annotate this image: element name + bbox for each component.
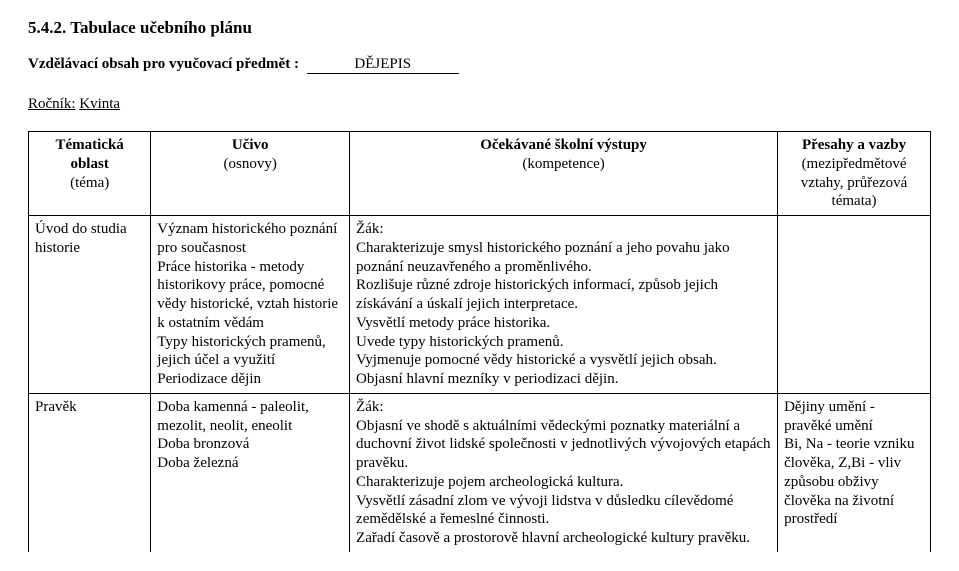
section-heading: 5.4.2. Tabulace učebního plánu	[28, 18, 931, 38]
subject-name: DĚJEPIS	[307, 56, 459, 74]
intro-line: Vzdělávací obsah pro vyučovací předmět :…	[28, 56, 931, 74]
cell-presah: Dějiny umění - pravěké umění Bi, Na - te…	[778, 393, 931, 552]
header-ucivo-bold: Učivo	[157, 136, 343, 155]
header-vystup-sub: (kompetence)	[356, 155, 771, 174]
header-vystup: Očekávané školní výstupy (kompetence)	[350, 132, 778, 216]
header-vystup-bold: Očekávané školní výstupy	[356, 136, 771, 155]
header-ucivo: Učivo (osnovy)	[151, 132, 350, 216]
cell-ucivo: Doba kamenná - paleolit, mezolit, neolit…	[151, 393, 350, 552]
header-presah-sub: (mezipředmětové vztahy, průřezová témata…	[784, 155, 924, 211]
cell-presah	[778, 216, 931, 394]
table-row: Pravěk Doba kamenná - paleolit, mezolit,…	[29, 393, 931, 552]
page: 5.4.2. Tabulace učebního plánu Vzdělávac…	[0, 0, 959, 562]
cell-tema: Pravěk	[29, 393, 151, 552]
header-tema-sub: (téma)	[35, 174, 144, 193]
header-presah-bold: Přesahy a vazby	[784, 136, 924, 155]
header-tema-bold: Tématická oblast	[35, 136, 144, 174]
table-header-row: Tématická oblast (téma) Učivo (osnovy) O…	[29, 132, 931, 216]
header-tema: Tématická oblast (téma)	[29, 132, 151, 216]
curriculum-table: Tématická oblast (téma) Učivo (osnovy) O…	[28, 131, 931, 552]
grade-value: Kvinta	[79, 96, 120, 112]
grade-line: Ročník: Kvinta	[28, 96, 931, 113]
cell-ucivo: Význam historického poznání pro současno…	[151, 216, 350, 394]
table-row: Úvod do studia historie Význam historick…	[29, 216, 931, 394]
cell-vystup: Žák: Charakterizuje smysl historického p…	[350, 216, 778, 394]
cell-tema: Úvod do studia historie	[29, 216, 151, 394]
grade-label: Ročník:	[28, 96, 76, 112]
cell-vystup: Žák: Objasní ve shodě s aktuálními vědec…	[350, 393, 778, 552]
header-ucivo-sub: (osnovy)	[157, 155, 343, 174]
header-presah: Přesahy a vazby (mezipředmětové vztahy, …	[778, 132, 931, 216]
intro-label: Vzdělávací obsah pro vyučovací předmět :	[28, 56, 299, 72]
